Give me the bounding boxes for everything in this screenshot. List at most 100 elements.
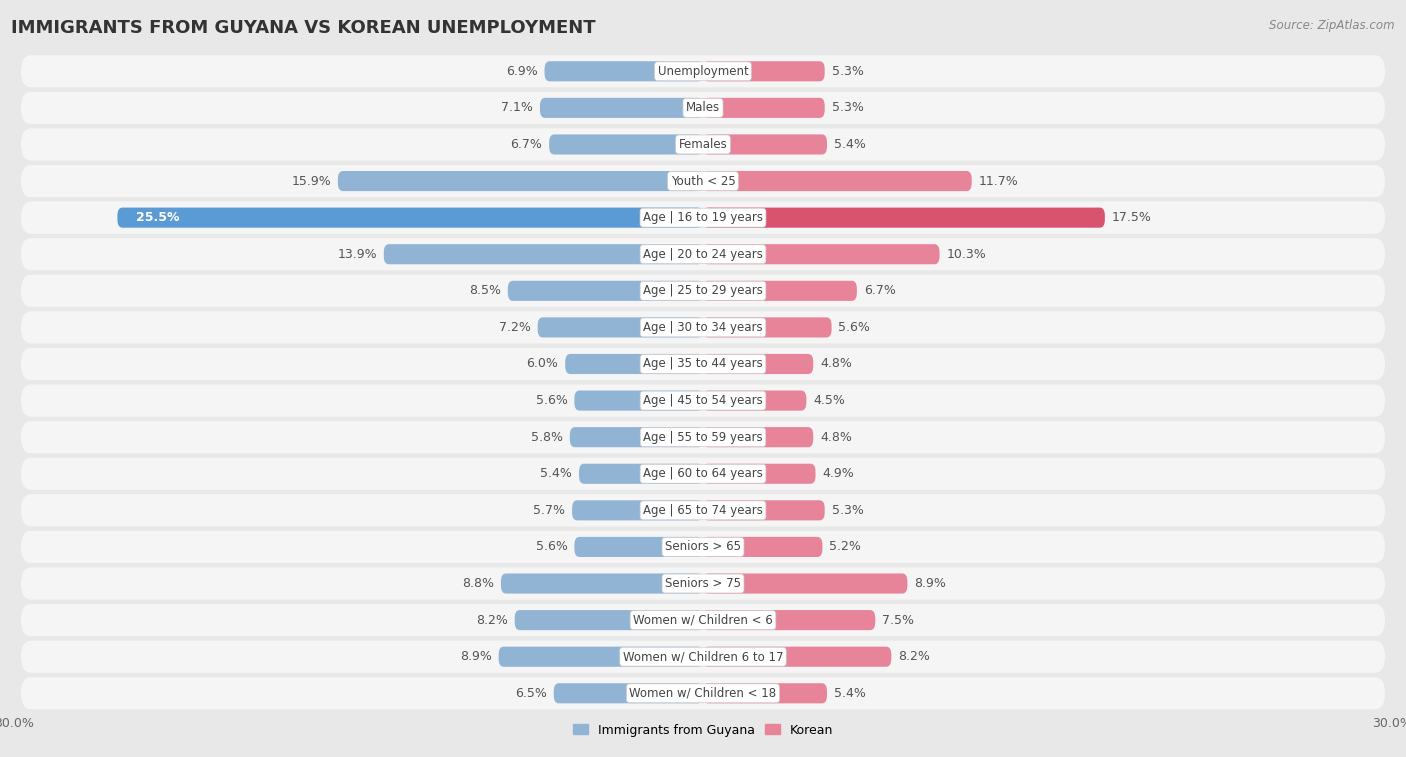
FancyBboxPatch shape <box>575 537 703 557</box>
Text: 7.2%: 7.2% <box>499 321 531 334</box>
FancyBboxPatch shape <box>703 281 856 301</box>
Text: Unemployment: Unemployment <box>658 65 748 78</box>
FancyBboxPatch shape <box>565 354 703 374</box>
FancyBboxPatch shape <box>499 646 703 667</box>
FancyBboxPatch shape <box>703 207 1105 228</box>
Text: 4.8%: 4.8% <box>820 431 852 444</box>
Text: 7.5%: 7.5% <box>882 614 914 627</box>
Text: 25.5%: 25.5% <box>136 211 180 224</box>
Text: 6.5%: 6.5% <box>515 687 547 699</box>
Text: Males: Males <box>686 101 720 114</box>
FancyBboxPatch shape <box>337 171 703 191</box>
Text: 5.8%: 5.8% <box>531 431 562 444</box>
FancyBboxPatch shape <box>703 464 815 484</box>
Text: 8.5%: 8.5% <box>470 285 501 298</box>
Text: 4.9%: 4.9% <box>823 467 855 480</box>
FancyBboxPatch shape <box>550 135 703 154</box>
Text: 13.9%: 13.9% <box>337 248 377 260</box>
FancyBboxPatch shape <box>21 238 1385 270</box>
FancyBboxPatch shape <box>579 464 703 484</box>
FancyBboxPatch shape <box>703 574 907 593</box>
Text: Age | 25 to 29 years: Age | 25 to 29 years <box>643 285 763 298</box>
Text: 5.4%: 5.4% <box>540 467 572 480</box>
FancyBboxPatch shape <box>21 531 1385 563</box>
Text: 5.4%: 5.4% <box>834 138 866 151</box>
Text: Age | 45 to 54 years: Age | 45 to 54 years <box>643 394 763 407</box>
Text: Women w/ Children 6 to 17: Women w/ Children 6 to 17 <box>623 650 783 663</box>
FancyBboxPatch shape <box>703 646 891 667</box>
FancyBboxPatch shape <box>508 281 703 301</box>
Legend: Immigrants from Guyana, Korean: Immigrants from Guyana, Korean <box>568 718 838 742</box>
Text: Age | 65 to 74 years: Age | 65 to 74 years <box>643 504 763 517</box>
FancyBboxPatch shape <box>21 92 1385 124</box>
Text: Source: ZipAtlas.com: Source: ZipAtlas.com <box>1270 19 1395 32</box>
Text: 5.6%: 5.6% <box>536 394 568 407</box>
Text: 6.7%: 6.7% <box>510 138 543 151</box>
FancyBboxPatch shape <box>703 135 827 154</box>
Text: 8.9%: 8.9% <box>460 650 492 663</box>
FancyBboxPatch shape <box>703 684 827 703</box>
Text: 8.9%: 8.9% <box>914 577 946 590</box>
Text: Age | 35 to 44 years: Age | 35 to 44 years <box>643 357 763 370</box>
Text: Age | 30 to 34 years: Age | 30 to 34 years <box>643 321 763 334</box>
FancyBboxPatch shape <box>540 98 703 118</box>
FancyBboxPatch shape <box>703 317 831 338</box>
FancyBboxPatch shape <box>21 604 1385 636</box>
FancyBboxPatch shape <box>575 391 703 410</box>
FancyBboxPatch shape <box>703 500 825 520</box>
FancyBboxPatch shape <box>21 201 1385 234</box>
FancyBboxPatch shape <box>703 537 823 557</box>
FancyBboxPatch shape <box>21 678 1385 709</box>
FancyBboxPatch shape <box>537 317 703 338</box>
FancyBboxPatch shape <box>703 98 825 118</box>
FancyBboxPatch shape <box>21 421 1385 453</box>
Text: 5.3%: 5.3% <box>831 101 863 114</box>
FancyBboxPatch shape <box>703 171 972 191</box>
FancyBboxPatch shape <box>21 311 1385 344</box>
FancyBboxPatch shape <box>384 245 703 264</box>
FancyBboxPatch shape <box>703 391 807 410</box>
Text: Women w/ Children < 6: Women w/ Children < 6 <box>633 614 773 627</box>
FancyBboxPatch shape <box>515 610 703 630</box>
FancyBboxPatch shape <box>703 354 813 374</box>
FancyBboxPatch shape <box>21 165 1385 197</box>
FancyBboxPatch shape <box>572 500 703 520</box>
Text: 10.3%: 10.3% <box>946 248 986 260</box>
Text: 4.5%: 4.5% <box>813 394 845 407</box>
FancyBboxPatch shape <box>703 427 813 447</box>
Text: 7.1%: 7.1% <box>501 101 533 114</box>
Text: 5.2%: 5.2% <box>830 540 862 553</box>
Text: 5.6%: 5.6% <box>536 540 568 553</box>
FancyBboxPatch shape <box>569 427 703 447</box>
FancyBboxPatch shape <box>21 568 1385 600</box>
FancyBboxPatch shape <box>703 245 939 264</box>
FancyBboxPatch shape <box>21 385 1385 416</box>
Text: 8.8%: 8.8% <box>463 577 494 590</box>
Text: 6.9%: 6.9% <box>506 65 537 78</box>
FancyBboxPatch shape <box>554 684 703 703</box>
Text: Age | 60 to 64 years: Age | 60 to 64 years <box>643 467 763 480</box>
Text: 17.5%: 17.5% <box>1112 211 1152 224</box>
FancyBboxPatch shape <box>703 610 875 630</box>
FancyBboxPatch shape <box>501 574 703 593</box>
Text: 6.0%: 6.0% <box>526 357 558 370</box>
FancyBboxPatch shape <box>21 348 1385 380</box>
Text: 5.4%: 5.4% <box>834 687 866 699</box>
Text: 15.9%: 15.9% <box>291 175 330 188</box>
Text: Youth < 25: Youth < 25 <box>671 175 735 188</box>
Text: 5.3%: 5.3% <box>831 65 863 78</box>
FancyBboxPatch shape <box>21 55 1385 87</box>
FancyBboxPatch shape <box>21 275 1385 307</box>
Text: Age | 20 to 24 years: Age | 20 to 24 years <box>643 248 763 260</box>
Text: Age | 55 to 59 years: Age | 55 to 59 years <box>643 431 763 444</box>
Text: 8.2%: 8.2% <box>475 614 508 627</box>
Text: Seniors > 75: Seniors > 75 <box>665 577 741 590</box>
Text: 11.7%: 11.7% <box>979 175 1018 188</box>
Text: 6.7%: 6.7% <box>863 285 896 298</box>
Text: 5.7%: 5.7% <box>533 504 565 517</box>
FancyBboxPatch shape <box>117 207 703 228</box>
FancyBboxPatch shape <box>21 494 1385 526</box>
Text: 5.3%: 5.3% <box>831 504 863 517</box>
Text: Women w/ Children < 18: Women w/ Children < 18 <box>630 687 776 699</box>
Text: Seniors > 65: Seniors > 65 <box>665 540 741 553</box>
